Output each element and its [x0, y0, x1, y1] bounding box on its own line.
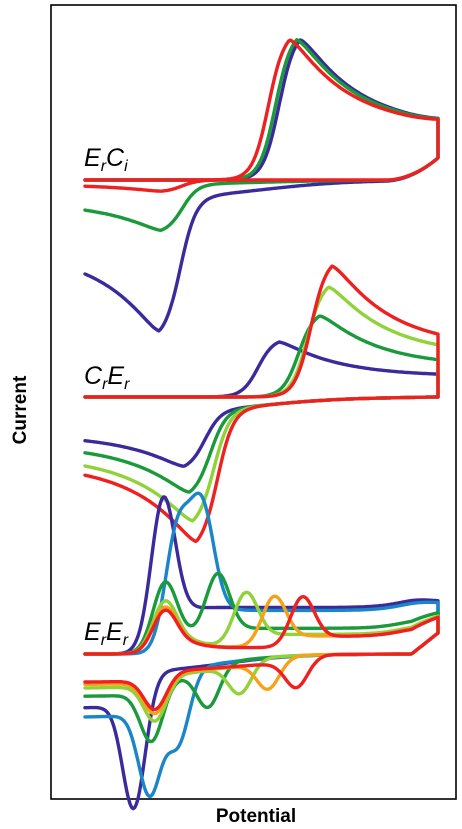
label-subscript: r — [101, 158, 107, 175]
mechanism-label: ErCi — [84, 144, 128, 175]
cv-curve-2 — [83, 491, 440, 798]
label-subscript: r — [101, 632, 107, 649]
label-letter: E — [84, 144, 101, 172]
cv-curve-3 — [83, 38, 440, 193]
cv-curve-1 — [83, 38, 440, 333]
panel-1: ErCi — [83, 38, 440, 333]
label-letter: C — [106, 144, 125, 172]
label-letter: E — [84, 618, 101, 646]
cv-curve-6 — [83, 594, 440, 712]
label-subscript: r — [102, 376, 108, 393]
x-axis-title: Potential — [216, 806, 296, 827]
panel-2: CrEr — [83, 264, 440, 544]
y-axis-title: Current — [10, 375, 31, 444]
label-letter: C — [84, 362, 103, 390]
label-subscript: i — [124, 158, 128, 175]
label-letter: E — [106, 618, 123, 646]
label-subscript: r — [124, 376, 130, 393]
label-letter: E — [107, 362, 124, 390]
cv-curve-3 — [83, 571, 440, 744]
plot-frame — [50, 4, 457, 800]
cv-curve-3 — [83, 285, 440, 523]
label-subscript: r — [123, 632, 129, 649]
mechanism-label: ErEr — [84, 618, 129, 649]
mechanism-label: CrEr — [84, 362, 130, 393]
panel-3: ErEr — [83, 491, 440, 811]
cv-curve-4 — [83, 264, 440, 544]
